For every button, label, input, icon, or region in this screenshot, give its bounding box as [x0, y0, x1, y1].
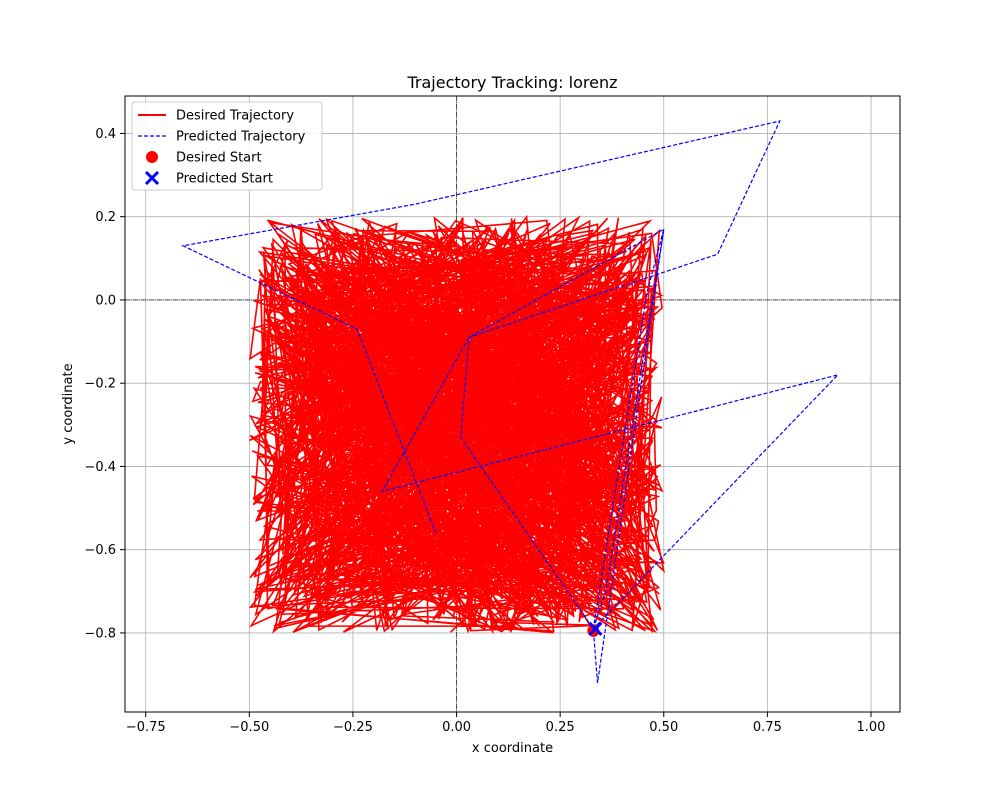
legend-label-desired-start: Desired Start — [176, 151, 262, 166]
desired-trajectory-series — [248, 214, 665, 635]
y-tick-label: −0.2 — [84, 377, 116, 392]
predicted-start-marker — [588, 621, 603, 636]
plot-frame — [124, 95, 901, 713]
x-axis-ticks: −0.75 −0.50 −0.25 0.00 0.25 0.50 0.75 1.00 — [126, 712, 886, 735]
y-tick-label: −0.6 — [84, 543, 116, 558]
y-axis-ticks: −0.8 −0.6 −0.4 −0.2 0.0 0.2 0.4 — [84, 127, 125, 641]
y-tick-label: 0.0 — [95, 293, 116, 308]
x-tick-label: −0.25 — [333, 720, 373, 735]
predicted-trajectory-line — [181, 120, 840, 683]
legend: Desired Trajectory Predicted Trajectory … — [131, 101, 323, 191]
legend-swatch-predicted-start — [144, 170, 160, 186]
y-tick-label: −0.4 — [84, 460, 116, 475]
x-tick-label: −0.75 — [126, 720, 166, 735]
x-axis-title: x coordinate — [472, 741, 553, 756]
legend-swatch-desired-start — [146, 151, 158, 163]
x-tick-label: −0.50 — [229, 720, 269, 735]
y-tick-label: 0.2 — [95, 210, 116, 225]
x-tick-label: 0.00 — [442, 720, 471, 735]
x-tick-label: 1.00 — [857, 720, 886, 735]
desired-trajectory-line — [248, 214, 665, 635]
legend-label-predicted-trajectory: Predicted Trajectory — [176, 130, 306, 145]
y-tick-label: −0.8 — [84, 626, 116, 641]
chart-title: Trajectory Tracking: lorenz — [406, 73, 617, 92]
legend-label-desired-trajectory: Desired Trajectory — [176, 109, 294, 124]
y-tick-label: 0.4 — [95, 127, 116, 142]
y-axis-title: y coordinate — [61, 363, 76, 444]
x-tick-label: 0.25 — [546, 720, 575, 735]
legend-box — [131, 101, 323, 191]
legend-label-predicted-start: Predicted Start — [176, 172, 273, 187]
x-tick-label: 0.75 — [753, 720, 782, 735]
x-tick-label: 0.50 — [649, 720, 678, 735]
